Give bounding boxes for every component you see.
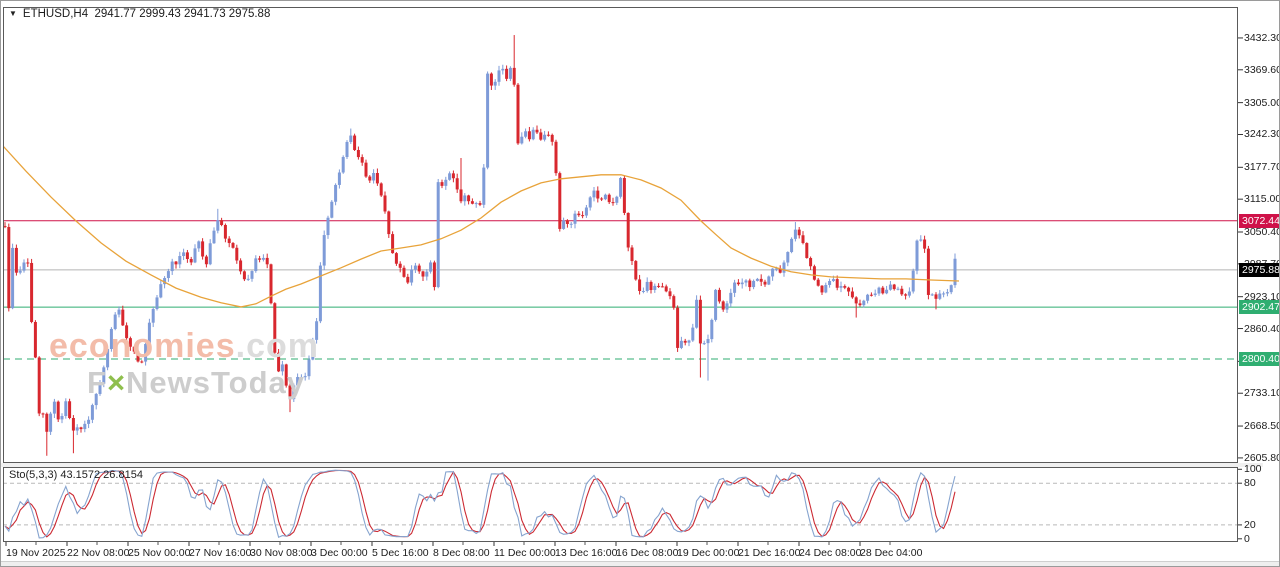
time-tick-label: 16 Dec 08:00	[616, 547, 679, 559]
sto-tick-label: 100	[1244, 463, 1262, 476]
price-tick-label: 3115.00	[1244, 193, 1280, 206]
panel-splitter[interactable]	[1, 463, 1263, 467]
time-tick-label: 13 Dec 16:00	[555, 547, 618, 559]
price-line-badge: 3072.44	[1239, 213, 1279, 228]
watermark-x-icon: ×	[106, 365, 127, 400]
price-chart-panel[interactable]	[3, 7, 1238, 463]
watermark-line2: F×NewsToday	[87, 367, 319, 398]
watermark-newstoday: NewsToday	[126, 365, 306, 400]
price-line-badge: 2800.40	[1239, 352, 1279, 367]
time-tick-label: 22 Nov 08:00	[67, 547, 130, 559]
price-tick-label: 3432.30	[1244, 31, 1280, 44]
symbol-ohlc-text: ETHUSD,H4 2941.77 2999.43 2941.73 2975.8…	[22, 8, 271, 20]
sto-tick-label: 80	[1244, 477, 1256, 490]
price-tick-label: 3369.60	[1244, 63, 1280, 76]
stochastic-label: Sto(5,3,3) 43.1572 26.8154	[9, 469, 143, 481]
symbol-ohlc-label[interactable]: ▼ ETHUSD,H4 2941.77 2999.43 2941.73 2975.…	[9, 8, 270, 20]
time-tick-label: 30 Nov 08:00	[250, 547, 313, 559]
price-tick-label: 2860.40	[1244, 322, 1280, 335]
watermark-line1: economies.com	[49, 329, 319, 363]
time-tick-label: 19 Nov 2025	[6, 547, 66, 559]
stochastic-panel[interactable]	[3, 467, 1238, 542]
symbol-dropdown-icon[interactable]: ▼	[9, 9, 17, 18]
time-tick-label: 3 Dec 00:00	[311, 547, 368, 559]
sto-tick-label: 20	[1244, 518, 1256, 531]
time-tick-label: 21 Dec 16:00	[738, 547, 801, 559]
window-bottom-edge	[1, 561, 1279, 566]
price-tick-label: 3177.70	[1244, 161, 1280, 174]
price-tick-label: 2733.10	[1244, 387, 1280, 400]
watermark-f: F	[87, 365, 107, 400]
time-tick-label: 25 Nov 00:00	[128, 547, 191, 559]
time-tick-label: 19 Dec 00:00	[677, 547, 740, 559]
time-tick-label: 28 Dec 04:00	[860, 547, 923, 559]
price-line-badge: 2975.88	[1239, 262, 1279, 277]
sto-tick-label: 0	[1244, 532, 1250, 545]
time-tick-label: 24 Dec 08:00	[799, 547, 862, 559]
price-tick-label: 3050.40	[1244, 225, 1280, 238]
price-tick-label: 2605.80	[1244, 451, 1280, 464]
time-tick-label: 11 Dec 00:00	[494, 547, 556, 559]
price-tick-label: 3242.30	[1244, 128, 1280, 141]
time-tick-label: 8 Dec 08:00	[433, 547, 490, 559]
price-tick-label: 2668.50	[1244, 420, 1280, 433]
price-tick-label: 2923.10	[1244, 290, 1280, 303]
watermark-brand: economies	[49, 327, 236, 365]
price-tick-label: 3305.00	[1244, 96, 1280, 109]
watermark: economies.com F×NewsToday	[49, 329, 319, 398]
time-tick-label: 5 Dec 16:00	[372, 547, 429, 559]
time-tick-label: 27 Nov 16:00	[189, 547, 252, 559]
watermark-domain: .com	[235, 327, 319, 365]
price-line-badge: 2902.47	[1239, 300, 1279, 315]
